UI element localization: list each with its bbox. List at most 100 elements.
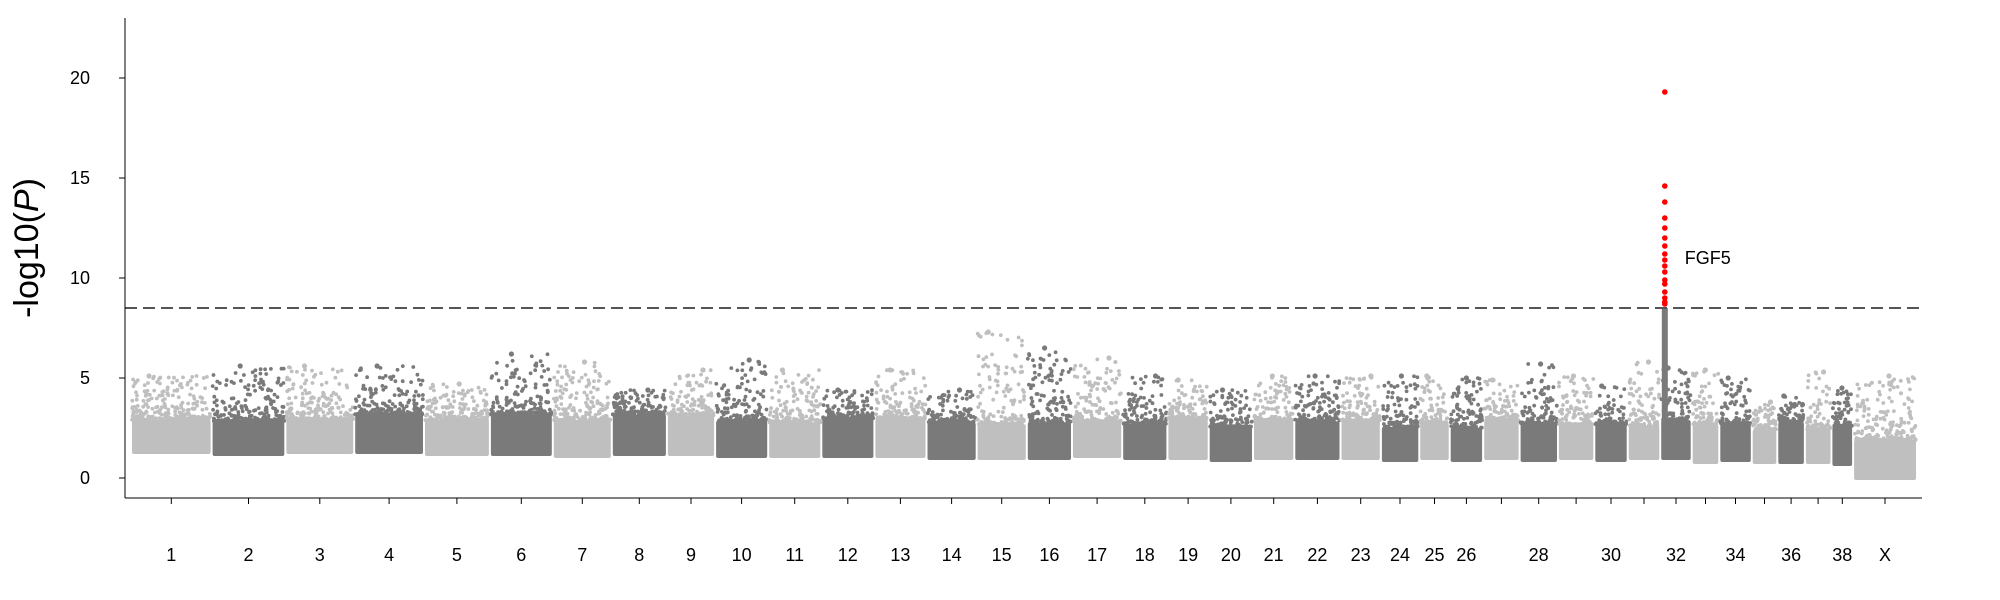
- chromosome-29-points: [1557, 373, 1596, 460]
- chromosome-2-dense-band: [212, 421, 285, 456]
- x-tick-label-7: 7: [577, 545, 587, 565]
- chromosome-19-points: [1166, 377, 1209, 460]
- x-tick-label-36: 36: [1781, 545, 1801, 565]
- chromosome-12-peak-point: [835, 387, 841, 393]
- significant-point-7: [1662, 251, 1668, 257]
- chromosome-4-dense-band: [355, 414, 423, 454]
- chromosome-3-points: [284, 363, 355, 454]
- chromosome-35-dense-band: [1752, 429, 1777, 464]
- x-tick-label-8: 8: [634, 545, 644, 565]
- chromosome-34-peak-point: [1725, 375, 1731, 381]
- chromosome-10-points: [714, 357, 769, 458]
- chromosome-19-peak-point: [1175, 377, 1181, 383]
- chromosome-31-points: [1627, 359, 1661, 460]
- x-tick-label-26: 26: [1456, 545, 1476, 565]
- chromosome-28-dense-band: [1520, 423, 1557, 462]
- chromosome-20-points: [1208, 387, 1254, 462]
- chromosome-9-peak-point: [700, 367, 706, 373]
- chromosome-33-peak-point: [1702, 367, 1708, 373]
- x-tick-label-X: X: [1879, 545, 1891, 565]
- chromosome-15-points: [975, 329, 1026, 460]
- chromosome-23-dense-band: [1341, 420, 1380, 460]
- chromosome-17-points: [1071, 355, 1123, 458]
- chromosome-34-points: [1718, 375, 1753, 462]
- chromosome-20-peak-point: [1219, 387, 1226, 393]
- significant-point-14: [1662, 295, 1668, 301]
- chromosome-9-dense-band: [667, 415, 715, 456]
- highlight-locus-column: [1661, 308, 1668, 418]
- significant-point-6: [1662, 243, 1668, 249]
- significant-point-12: [1662, 281, 1668, 287]
- chromosome-17-dense-band: [1073, 421, 1122, 458]
- x-axis-ticks: 1 2 3 4 5 6 7 8 9 10 11 12 13 14 15 16 17 18 19 20 21 22 23 24 2…: [166, 498, 1891, 565]
- x-tick-label-18: 18: [1135, 545, 1155, 565]
- chromosome-30-dense-band: [1595, 424, 1627, 462]
- x-tick-label-22: 22: [1307, 545, 1327, 565]
- chromosome-5-dense-band: [425, 420, 489, 456]
- chromosome-13-peak-point: [887, 367, 893, 373]
- x-tick-label-30: 30: [1601, 545, 1621, 565]
- chromosome-8-peak-point: [645, 387, 651, 393]
- chromosome-29-peak-point: [1570, 373, 1577, 379]
- x-tick-label-15: 15: [992, 545, 1012, 565]
- chromosome-16-peak-point: [1042, 345, 1048, 351]
- significant-point-16: [1662, 301, 1668, 307]
- chromosome-26-peak-point: [1463, 375, 1469, 381]
- x-tick-label-20: 20: [1221, 545, 1241, 565]
- chromosome-15-dense-band: [977, 424, 1026, 460]
- chromosome-3-dense-band: [286, 418, 354, 454]
- y-axis-ticks: 0 5 10 15 20: [70, 68, 125, 488]
- chromosome-X-peak-point: [1886, 373, 1892, 379]
- significant-snp-points: [1661, 89, 1668, 418]
- chromosome-16-points: [1025, 345, 1073, 460]
- chromosome-5-points: [423, 381, 490, 456]
- chromosome-36-points: [1777, 393, 1806, 464]
- chromosome-24-dense-band: [1381, 426, 1419, 462]
- x-tick-label-5: 5: [452, 545, 462, 565]
- chromosome-29-dense-band: [1558, 424, 1594, 460]
- chromosome-20-dense-band: [1209, 426, 1252, 462]
- x-tick-label-32: 32: [1666, 545, 1686, 565]
- chromosome-1-peak-point: [146, 373, 152, 379]
- chromosome-5-peak-point: [456, 381, 462, 387]
- chromosome-14-dense-band: [927, 422, 976, 460]
- chromosome-14-points: [926, 387, 978, 460]
- chromosome-13-points: [874, 367, 928, 458]
- chromosome-37-points: [1805, 369, 1833, 464]
- chromosome-2-peak-point: [237, 363, 243, 369]
- significant-point-5: [1662, 235, 1668, 241]
- chromosome-11-dense-band: [769, 422, 821, 458]
- chromosome-2-points: [210, 363, 287, 456]
- chromosome-37-dense-band: [1805, 429, 1831, 464]
- chromosome-22-peak-point: [1312, 373, 1318, 379]
- chromosome-11-points: [767, 367, 823, 458]
- chromosome-27-peak-point: [1490, 377, 1496, 383]
- chromosome-6-points: [489, 351, 554, 456]
- chromosome-25-dense-band: [1420, 422, 1449, 460]
- snp-points: [130, 329, 1918, 480]
- chromosome-24-points: [1381, 373, 1420, 462]
- chromosome-22-dense-band: [1295, 421, 1340, 460]
- chromosome-10-peak-point: [746, 357, 752, 363]
- chromosome-8-points: [610, 387, 668, 456]
- y-axis-label: -log10(P): [8, 178, 46, 318]
- chromosome-24-peak-point: [1398, 373, 1404, 379]
- chromosome-16-dense-band: [1027, 422, 1071, 460]
- chromosome-13-dense-band: [875, 418, 926, 458]
- chromosome-18-points: [1121, 373, 1169, 460]
- y-axis-label-prefix: -log10(: [8, 211, 46, 318]
- x-tick-label-19: 19: [1178, 545, 1198, 565]
- chromosome-35-points: [1751, 399, 1778, 464]
- chromosome-26-dense-band: [1450, 427, 1483, 462]
- chromosome-19-dense-band: [1168, 418, 1208, 460]
- chromosome-38-dense-band: [1832, 425, 1853, 466]
- x-tick-label-12: 12: [838, 545, 858, 565]
- x-tick-label-4: 4: [384, 545, 394, 565]
- chromosome-26-points: [1449, 375, 1484, 462]
- chromosome-36-dense-band: [1778, 422, 1804, 464]
- chromosome-36-peak-point: [1781, 393, 1787, 399]
- x-tick-label-17: 17: [1087, 545, 1107, 565]
- significant-point-3: [1662, 215, 1668, 221]
- y-tick-label-20: 20: [70, 68, 90, 88]
- chromosome-4-peak-point: [374, 363, 380, 369]
